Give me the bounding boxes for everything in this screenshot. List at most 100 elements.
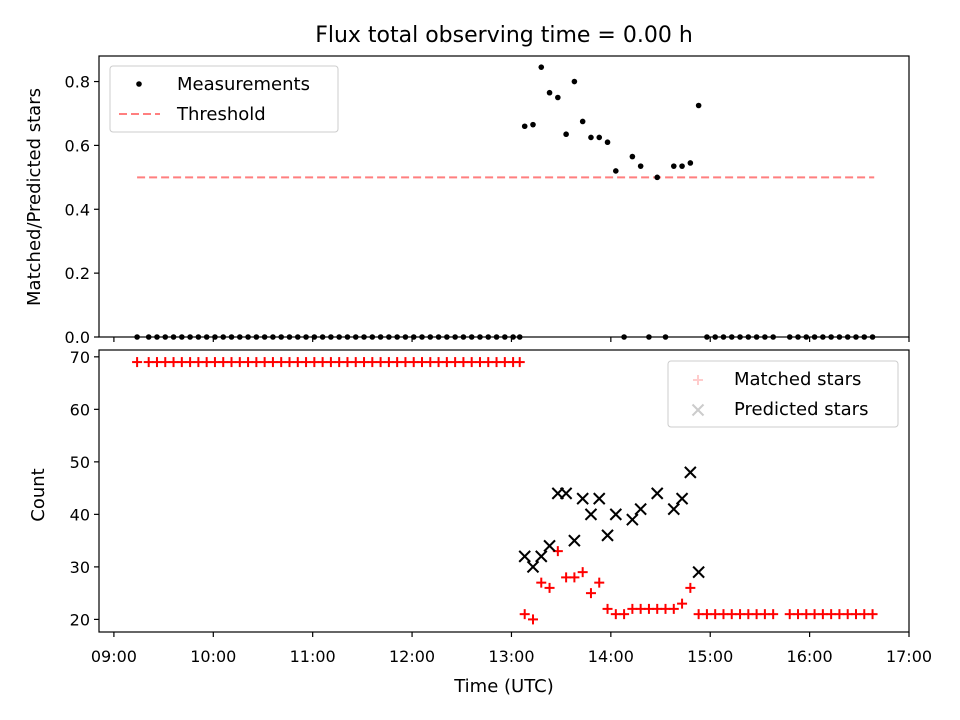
measurement-point	[596, 134, 603, 141]
measurement-point	[394, 334, 400, 340]
x-stroke-b	[692, 565, 705, 579]
measurement-point	[270, 334, 276, 340]
x-stroke-b	[593, 492, 606, 505]
top-y-tick-label: 0.6	[65, 136, 90, 155]
measurement-point	[516, 334, 523, 340]
measurement-point	[419, 334, 425, 340]
measurement-point	[861, 334, 868, 340]
measurement-point	[286, 334, 293, 340]
x-stroke-b	[667, 502, 680, 516]
matched-star-point	[132, 357, 143, 368]
measurement-point	[377, 334, 384, 340]
top-y-tick-label: 0.2	[65, 264, 90, 283]
x-tick-label: 15:00	[687, 647, 733, 666]
x-stroke-b	[584, 508, 598, 521]
measurement-point	[319, 334, 326, 340]
x-tick-label: 13:00	[488, 647, 534, 666]
predicted-star-point	[692, 565, 705, 579]
bottom-y-tick-label: 20	[70, 610, 90, 629]
predicted-star-point	[576, 492, 589, 505]
bottom-y-tick-label: 50	[70, 453, 90, 472]
measurement-point	[502, 334, 508, 340]
measurement-point	[712, 334, 718, 340]
marks-layer	[132, 64, 878, 625]
legend-predicted-label: Predicted stars	[734, 399, 868, 420]
measurement-point	[452, 334, 458, 340]
matched-star-point	[519, 609, 530, 620]
measurement-point	[162, 334, 169, 340]
bottom-y-tick-label: 40	[70, 505, 90, 524]
predicted-star-point	[667, 502, 680, 516]
x-tick-label: 09:00	[91, 647, 137, 666]
measurement-point	[844, 334, 851, 340]
measurement-point	[485, 334, 492, 340]
bottom-plot-frame	[98, 349, 910, 633]
measurement-point	[179, 334, 185, 340]
x-stroke-b	[651, 487, 664, 500]
measurement-point	[460, 334, 467, 340]
x-axis-label: Time (UTC)	[453, 676, 554, 697]
measurement-point	[704, 334, 710, 340]
measurement-point	[604, 139, 611, 146]
x-stroke-b	[684, 466, 697, 479]
measurement-point	[811, 334, 818, 340]
predicted-star-point	[568, 534, 581, 547]
predicted-star-point	[651, 487, 664, 500]
matched-star-point	[668, 603, 679, 614]
matched-star-point	[602, 603, 613, 614]
bottom-y-tick-label: 60	[70, 400, 90, 419]
matched-star-point	[768, 609, 779, 620]
measurement-point	[369, 334, 376, 340]
measurement-point	[402, 334, 409, 340]
predicted-star-point	[526, 560, 540, 574]
matched-star-point	[685, 582, 696, 593]
measurement-point	[444, 334, 450, 340]
measurement-point	[621, 334, 627, 340]
predicted-star-point	[584, 508, 598, 521]
x-stroke-b	[601, 529, 614, 542]
measurement-point	[220, 334, 227, 340]
x-stroke-b	[609, 508, 623, 521]
measurement-point	[294, 334, 301, 340]
matched-star-point	[569, 572, 580, 583]
measurement-point	[687, 160, 694, 166]
predicted-star-point	[684, 466, 697, 479]
matched-star-point	[594, 577, 605, 588]
predicted-star-point	[609, 508, 623, 521]
x-stroke-b	[526, 560, 540, 574]
measurement-point	[579, 118, 586, 125]
bottom-legend-box	[667, 360, 899, 428]
top-y-tick-label: 0.0	[65, 328, 90, 347]
measurement-point	[134, 334, 140, 340]
legend-measurements-label: Measurements	[177, 74, 310, 95]
x-tick-label: 12:00	[389, 647, 435, 666]
top-y-axis-label: Matched/Predicted stars	[24, 88, 45, 306]
text-layer: Flux total observing time = 0.00 h Match…	[24, 23, 932, 697]
x-tick-label: 10:00	[190, 647, 236, 666]
measurement-point	[555, 94, 561, 101]
measurement-point	[836, 334, 843, 340]
measurement-point	[795, 334, 801, 340]
measurement-point	[245, 334, 251, 340]
measurement-point	[820, 334, 826, 340]
measurement-point	[869, 334, 876, 340]
predicted-star-point	[518, 550, 531, 563]
x-stroke-b	[675, 492, 689, 505]
grid-layer	[94, 55, 910, 637]
measurement-point	[303, 334, 309, 340]
measurement-point	[637, 163, 644, 169]
x-tick-label: 14:00	[588, 647, 634, 666]
measurement-point	[311, 334, 318, 340]
matched-star-point	[577, 567, 588, 578]
measurement-point	[662, 334, 669, 340]
measurement-point	[154, 334, 160, 340]
measurement-point	[278, 334, 285, 340]
predicted-star-point	[675, 492, 689, 505]
measurement-point	[203, 334, 210, 340]
x-stroke-b	[568, 534, 581, 547]
top-y-tick-label: 0.4	[65, 200, 90, 219]
measurement-point	[720, 334, 727, 340]
legend-threshold-label: Threshold	[176, 104, 266, 125]
matched-star-point	[527, 614, 538, 625]
